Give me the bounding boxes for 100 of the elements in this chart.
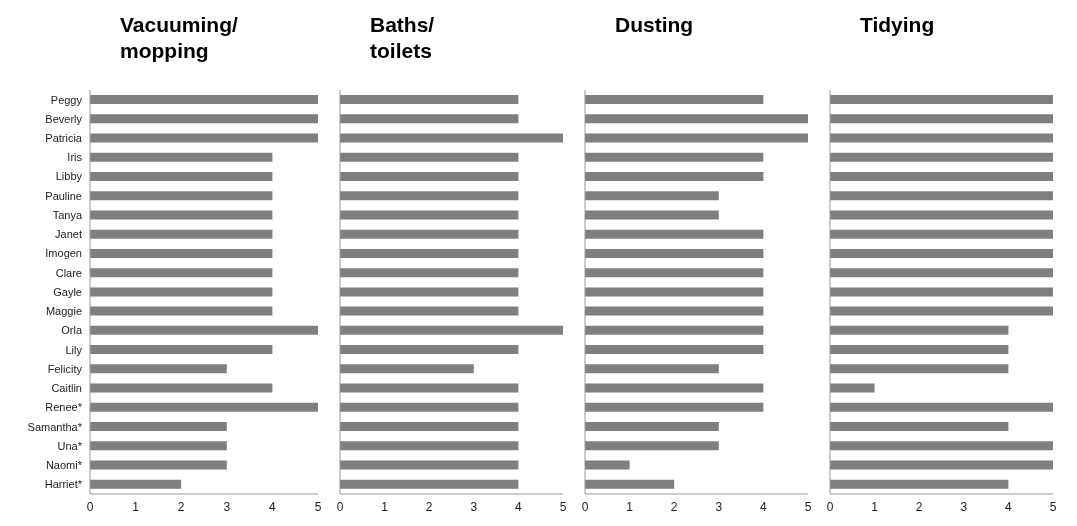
- x-tick-label: 1: [871, 499, 879, 514]
- y-tick-label: Lily: [65, 343, 83, 356]
- x-tick-label: 2: [915, 499, 923, 514]
- chart-title: Tidying: [859, 12, 936, 38]
- bar: [585, 364, 719, 374]
- bar: [585, 210, 719, 220]
- bar: [585, 441, 719, 451]
- bar: [830, 191, 1053, 201]
- bar: [830, 306, 1053, 316]
- chart-title: Dusting: [614, 12, 695, 38]
- bar: [585, 152, 764, 162]
- bar: [340, 325, 563, 335]
- y-tick-label: Orla: [61, 324, 83, 337]
- x-tick-label: 0: [826, 499, 834, 514]
- bar: [90, 364, 227, 374]
- x-tick-label: 4: [760, 499, 768, 514]
- bar: [340, 364, 474, 374]
- bar: [340, 479, 519, 489]
- bar: [830, 345, 1009, 355]
- bar: [90, 248, 273, 258]
- bar: [830, 460, 1053, 470]
- bar: [830, 248, 1053, 258]
- bar: [90, 210, 273, 220]
- bar: [90, 306, 273, 316]
- bar: [340, 191, 519, 201]
- x-tick-label: 2: [670, 499, 678, 514]
- y-tick-label: Libby: [55, 170, 83, 183]
- y-tick-label: Tanya: [52, 208, 83, 221]
- bar: [830, 364, 1009, 374]
- bar: [340, 306, 519, 316]
- y-tick-label: Harriet*: [44, 478, 83, 491]
- bar: [830, 152, 1053, 162]
- bar: [90, 460, 227, 470]
- x-tick-label: 0: [86, 499, 94, 514]
- bar: [830, 422, 1009, 432]
- bar: [340, 152, 519, 162]
- bar: [830, 383, 875, 393]
- bar: [585, 191, 719, 201]
- bar: [830, 479, 1009, 489]
- bar: [90, 191, 273, 201]
- bar: [830, 171, 1053, 181]
- x-tick-label: 3: [223, 499, 231, 514]
- chart-title: Vacuuming/ mopping: [119, 12, 239, 64]
- y-tick-label: Maggie: [45, 305, 82, 318]
- x-tick-label: 3: [960, 499, 968, 514]
- bar: [830, 325, 1009, 335]
- bar: [585, 422, 719, 432]
- bar: [585, 325, 764, 335]
- bar: [90, 268, 273, 278]
- bar: [585, 460, 630, 470]
- bar: [90, 441, 227, 451]
- bar: [585, 306, 764, 316]
- x-tick-label: 5: [1049, 499, 1057, 514]
- bar: [585, 229, 764, 239]
- bar: [340, 95, 519, 104]
- bar: [340, 287, 519, 297]
- bar: [585, 171, 764, 181]
- bar: [90, 479, 182, 489]
- bar: [340, 210, 519, 220]
- bar: [90, 133, 318, 143]
- x-tick-label: 5: [314, 499, 322, 514]
- bar: [340, 229, 519, 239]
- bar: [90, 171, 273, 181]
- y-tick-label: Iris: [67, 151, 83, 164]
- bar: [585, 95, 764, 104]
- bar: [830, 95, 1053, 104]
- bar: [340, 248, 519, 258]
- bar: [340, 171, 519, 181]
- bar: [585, 345, 764, 355]
- x-tick-label: 0: [581, 499, 589, 514]
- y-tick-label: Felicity: [47, 362, 83, 375]
- y-tick-label: Pauline: [45, 189, 82, 202]
- bar: [830, 441, 1053, 451]
- bar: [340, 114, 519, 124]
- bar: [90, 325, 318, 335]
- bar: [585, 287, 764, 297]
- y-tick-label: Patricia: [45, 132, 83, 144]
- x-tick-label: 3: [715, 499, 723, 514]
- bar: [830, 229, 1053, 239]
- chart-title: Baths/ toilets: [369, 12, 436, 64]
- bar: [90, 383, 273, 393]
- bar: [585, 114, 808, 124]
- bar: [585, 479, 675, 489]
- y-tick-label: Gayle: [53, 285, 82, 298]
- y-tick-label: Una*: [57, 439, 83, 452]
- bar: [830, 402, 1053, 412]
- y-tick-label: Imogen: [45, 247, 82, 260]
- bar: [585, 268, 764, 278]
- y-tick-label: Janet: [55, 228, 82, 241]
- y-tick-label: Renee*: [45, 401, 83, 414]
- x-tick-label: 4: [269, 499, 277, 514]
- bar: [90, 95, 318, 104]
- bar: [340, 133, 563, 143]
- y-tick-label: Naomi*: [45, 459, 83, 472]
- bar: [830, 133, 1053, 143]
- bar: [340, 422, 519, 432]
- x-tick-label: 5: [804, 499, 812, 514]
- bar: [90, 345, 273, 355]
- bar: [90, 287, 273, 297]
- bar: [585, 248, 764, 258]
